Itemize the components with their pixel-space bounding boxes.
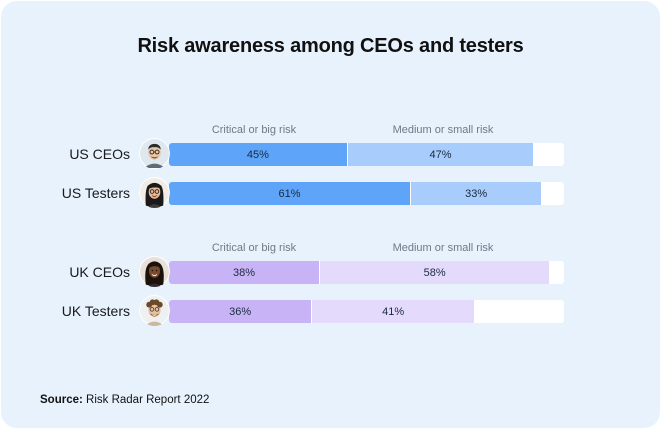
bar-track-uk-testers: 36% 41% xyxy=(169,300,564,323)
bar-uk-testers-critical: 36% xyxy=(169,300,312,323)
uk-header-medium: Medium or small risk xyxy=(392,242,494,254)
woman-avatar-icon xyxy=(139,256,170,287)
source-text: Risk Radar Report 2022 xyxy=(86,394,210,406)
man-with-glasses-avatar-icon xyxy=(139,138,170,169)
uk-header-critical: Critical or big risk xyxy=(211,242,297,254)
row-label-uk-testers: UK Testers xyxy=(61,303,130,319)
row-label-us-ceos: US CEOs xyxy=(69,146,130,162)
woman-with-glasses-avatar-icon xyxy=(139,177,170,208)
man-with-curly-hair-avatar-icon xyxy=(139,295,170,326)
bar-uk-testers-medium: 41% xyxy=(311,300,475,323)
bar-uk-ceos-medium: 58% xyxy=(319,261,550,284)
chart-title: Risk awareness among CEOs and testers xyxy=(137,35,524,57)
us-header-critical: Critical or big risk xyxy=(211,124,297,136)
row-label-uk-ceos: UK CEOs xyxy=(69,264,130,280)
source-note: Source: Risk Radar Report 2022 xyxy=(40,394,209,406)
source-label: Source: xyxy=(40,394,83,406)
row-label-us-testers: US Testers xyxy=(61,185,130,201)
bar-us-testers-critical: 61% xyxy=(169,182,410,205)
us-header-medium: Medium or small risk xyxy=(392,124,494,136)
bar-track-us-testers: 61% 33% xyxy=(169,182,564,205)
bar-us-ceos-critical: 45% xyxy=(169,143,347,166)
bar-track-us-ceos: 45% 47% xyxy=(169,143,564,166)
bar-us-ceos-medium: 47% xyxy=(346,143,534,166)
bar-track-uk-ceos: 38% 58% xyxy=(169,261,564,284)
bar-us-testers-medium: 33% xyxy=(409,182,542,205)
bar-uk-ceos-critical: 38% xyxy=(169,261,320,284)
